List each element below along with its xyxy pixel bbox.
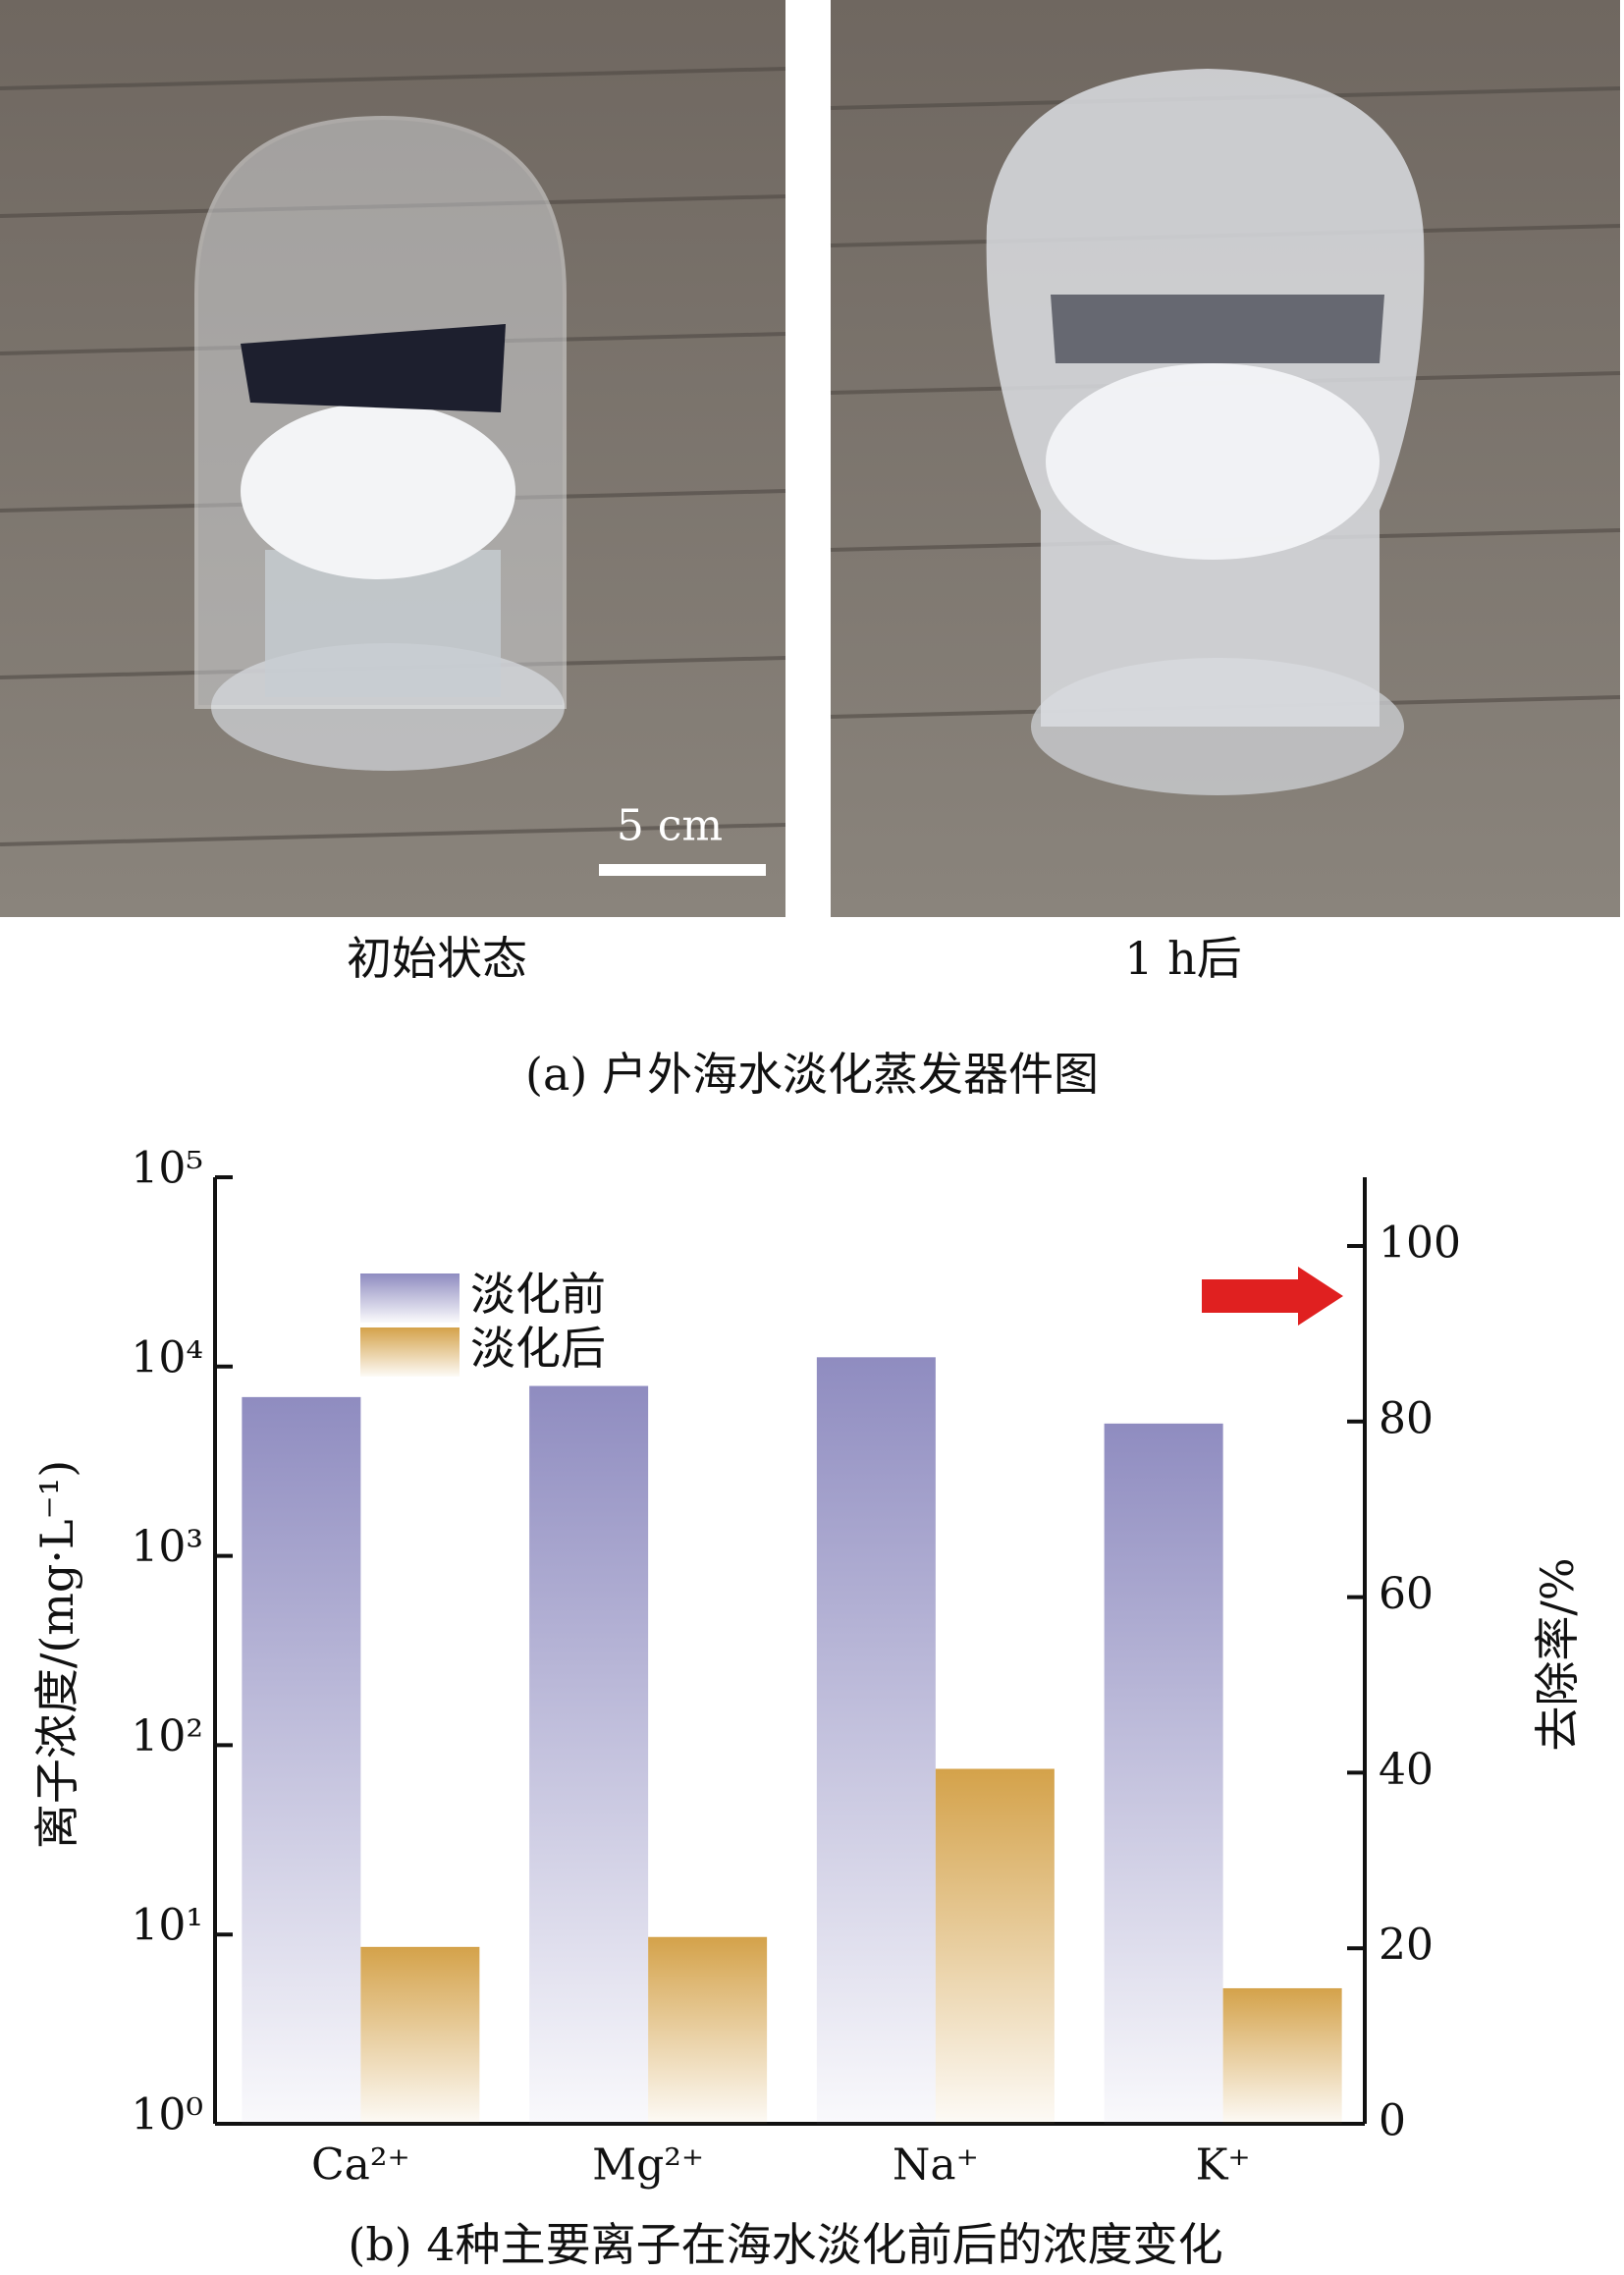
- y-axis-label: 离子浓度/(mg·L⁻¹): [30, 1460, 83, 1849]
- y-tick-label: 10⁵: [131, 1144, 203, 1194]
- y-tick-label: 10²: [131, 1711, 203, 1761]
- y-tick-label: 10⁴: [131, 1332, 203, 1382]
- bar: [242, 1396, 361, 2124]
- y2-tick-label: 100: [1379, 1219, 1461, 1269]
- photo-initial: 5 cm: [0, 0, 786, 917]
- y2-tick-label: 20: [1379, 1921, 1434, 1971]
- x-tick-label: Mg²⁺: [592, 2140, 704, 2191]
- scale-bar-label: 5 cm: [617, 801, 723, 851]
- y2-tick-label: 80: [1379, 1393, 1434, 1443]
- axis-arrow: [1202, 1267, 1343, 1326]
- photo-label: 初始状态: [347, 932, 527, 985]
- y-tick-label: 10³: [131, 1522, 203, 1572]
- legend-label: 淡化后: [470, 1322, 606, 1375]
- bar: [816, 1357, 936, 2124]
- legend-label: 淡化前: [470, 1268, 606, 1321]
- bar: [648, 1936, 768, 2124]
- bar: [1104, 1423, 1223, 2124]
- x-tick-label: Ca²⁺: [311, 2140, 410, 2191]
- y-tick-label: 10⁰: [131, 2090, 203, 2140]
- x-tick-label: K⁺: [1196, 2140, 1251, 2191]
- bar: [360, 1946, 480, 2124]
- photo-label: 1 h后: [1124, 932, 1242, 985]
- photo-after: [830, 0, 1621, 917]
- y-tick-label: 10¹: [131, 1901, 203, 1951]
- bar: [1222, 1987, 1342, 2124]
- legend-swatch: [360, 1273, 460, 1323]
- y2-axis-label: 去除率/%: [1531, 1557, 1584, 1751]
- y2-tick-label: 0: [1379, 2096, 1406, 2146]
- caption: (a) 户外海水淡化蒸发器件图: [525, 1048, 1099, 1101]
- x-tick-label: Na⁺: [893, 2140, 979, 2191]
- bar: [529, 1385, 649, 2124]
- y2-tick-label: 60: [1379, 1569, 1434, 1619]
- caption: (b) 4种主要离子在海水淡化前后的浓度变化: [348, 2218, 1222, 2271]
- legend-swatch: [360, 1327, 460, 1377]
- y2-tick-label: 40: [1379, 1745, 1434, 1795]
- bar: [935, 1768, 1055, 2124]
